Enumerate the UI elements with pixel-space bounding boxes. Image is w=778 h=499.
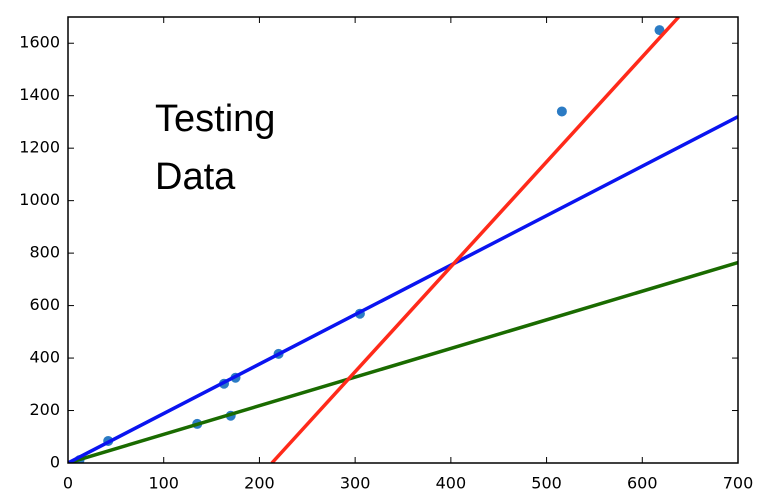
y-tick-label: 0 [50,453,60,472]
annotation: Testing [155,98,275,140]
fit-line [270,17,680,463]
plot-layer [68,17,738,463]
y-tick-label: 600 [29,295,60,314]
fit-line [68,115,738,463]
point [654,25,665,36]
y-tick-label: 1000 [19,190,60,209]
x-tick-label: 200 [244,474,275,493]
y-tick-label: 1600 [19,33,60,52]
point [556,106,567,117]
y-tick-label: 1400 [19,85,60,104]
plot-area [68,17,738,463]
x-tick-label: 400 [436,474,467,493]
x-tick-label: 100 [148,474,179,493]
y-tick-label: 200 [29,400,60,419]
x-tick-label: 0 [63,474,73,493]
y-tick-label: 800 [29,243,60,262]
annotation: Data [155,156,236,198]
y-tick-label: 400 [29,348,60,367]
x-tick-label: 700 [723,474,754,493]
x-tick-label: 600 [627,474,658,493]
plot-frame [67,16,739,464]
y-tick-label: 1200 [19,138,60,157]
x-tick-label: 500 [531,474,562,493]
x-tick-label: 300 [340,474,371,493]
fit-line [68,260,738,463]
